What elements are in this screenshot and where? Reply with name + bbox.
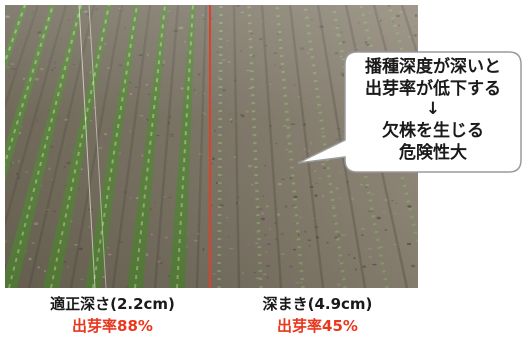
depth-label: 適正深さ(2.2cm)	[50, 295, 175, 313]
callout-line-3: 欠株を生じる	[382, 120, 484, 141]
callout-shape	[297, 51, 522, 173]
depth-label: 深まき(4.9cm)	[262, 295, 373, 313]
callout-line-4: 危険性大	[398, 142, 467, 163]
callout-arrow: ↓	[426, 99, 440, 119]
caption-proper-depth: 適正深さ(2.2cm) 出芽率88%	[0, 295, 225, 335]
callout-bubble: 播種深度が深いと 出芽率が低下する ↓ 欠株を生じる 危険性大	[297, 51, 522, 173]
emergence-rate: 出芽率88%	[72, 317, 153, 335]
emergence-rate: 出芽率45%	[277, 317, 358, 335]
callout-line-2: 出芽率が低下する	[365, 78, 501, 99]
caption-deep-sowing: 深まき(4.9cm) 出芽率45%	[215, 295, 420, 335]
callout-line-1: 播種深度が深いと	[365, 56, 501, 77]
